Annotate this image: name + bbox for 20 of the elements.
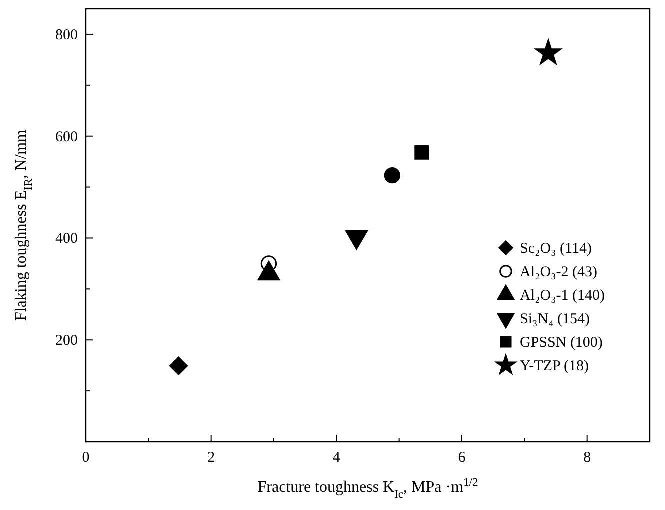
- point: [535, 40, 562, 64]
- legend-label: Si₃N₄ (154): [520, 312, 590, 328]
- y-tick-label: 600: [56, 129, 78, 146]
- y-tick-label: 400: [56, 231, 78, 248]
- legend-label: Sc₂O₃ (114): [520, 241, 592, 257]
- legend-label: Al₂O₃-2 (43): [520, 264, 598, 280]
- legend-label: Al₂O₃-1 (140): [520, 288, 606, 304]
- x-tick-label: 2: [208, 450, 216, 466]
- point: [170, 356, 188, 376]
- point: [414, 145, 430, 160]
- x-tick-label: 0: [82, 450, 90, 466]
- x-tick-label: 6: [458, 450, 466, 466]
- legend-label: GPSSN (100): [520, 335, 603, 351]
- y-tick-label: 200: [56, 333, 78, 350]
- legend-label: Y-TZP (18): [520, 358, 590, 374]
- x-axis-title: Fracture toughness K$_{Ic}$, MPa ·m$^{1/2}$: [258, 477, 479, 501]
- point: [384, 168, 401, 184]
- y-tick-label: 800: [56, 27, 78, 44]
- x-tick-label: 4: [332, 450, 341, 466]
- x-tick-label: 8: [584, 450, 592, 466]
